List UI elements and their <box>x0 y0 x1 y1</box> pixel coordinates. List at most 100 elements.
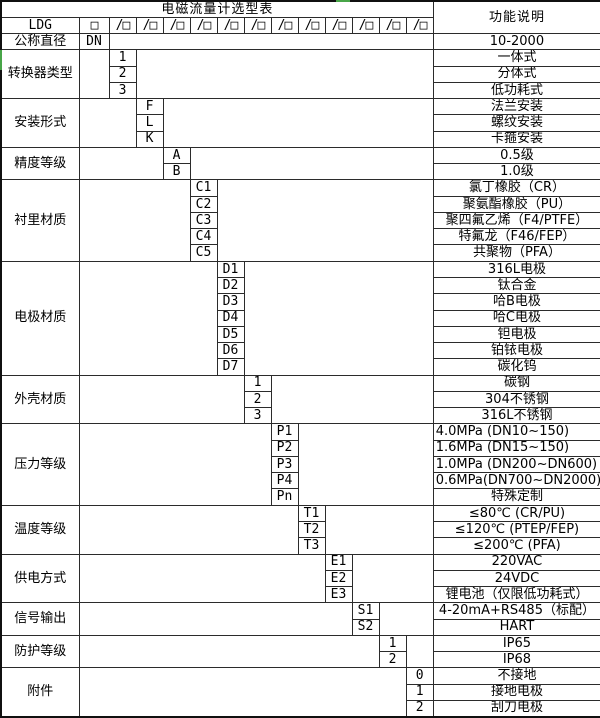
function-cell: 304不锈钢 <box>432 390 600 409</box>
model-slot: /□ <box>108 16 137 35</box>
section-label: 防护等级 <box>0 634 80 669</box>
function-cell: 316L电极 <box>432 260 600 279</box>
diameter-row: 公称直径 DN 10-2000 <box>0 33 600 51</box>
spacer-cell <box>108 33 434 51</box>
function-cell: 分体式 <box>432 65 600 83</box>
code-cell: 1 <box>405 683 434 701</box>
code-cell: 2 <box>378 651 407 669</box>
spacer-cell <box>78 49 110 100</box>
code-cell: P1 <box>270 423 299 441</box>
code-cell: 2 <box>108 65 137 83</box>
model-slot: /□ <box>189 16 218 35</box>
table-row: 2 分体式 <box>1 65 600 83</box>
table-row: 衬里材质 C1 氯丁橡胶（CR） <box>0 179 600 262</box>
spacer-cell <box>270 374 434 425</box>
function-cell: 特氟龙（F46/FEP） <box>432 228 600 246</box>
code-cell: P2 <box>270 439 299 457</box>
function-cell: 特殊定制 <box>432 488 600 506</box>
function-cell: 哈B电极 <box>432 293 600 311</box>
scan-artifact <box>0 50 2 70</box>
spacer-cell <box>78 260 218 376</box>
table-row: T3 ≤200℃ (PFA) <box>1 537 600 555</box>
function-cell: ≤200℃ (PFA) <box>432 537 600 555</box>
function-cell: 一体式 <box>432 49 600 67</box>
table-row: 电极材质 D1 316L电极 <box>0 260 600 376</box>
scan-artifact <box>336 0 350 2</box>
code-cell: S2 <box>351 618 380 636</box>
spacer-cell <box>78 553 326 604</box>
function-cell: 碳钢 <box>432 374 600 392</box>
code-cell: E3 <box>324 586 353 604</box>
function-cell: 接地电极 <box>432 683 600 701</box>
function-cell: 220VAC <box>432 553 600 571</box>
table-row: 供电方式 E1 220VAC <box>0 553 600 604</box>
function-header: 功能说明 <box>432 0 600 35</box>
function-cell: 法兰安装 <box>432 98 600 116</box>
function-cell: 0.5级 <box>432 146 600 165</box>
function-cell: 0.6MPa(DN700~DN2000) <box>432 472 600 490</box>
function-cell: 卡箍安装 <box>432 130 600 148</box>
code-cell: B <box>162 163 191 181</box>
code-cell: D4 <box>216 309 245 327</box>
title-row: 电磁流量计选型表 功能说明 <box>0 0 600 35</box>
code-cell: C3 <box>189 211 218 230</box>
section-label: 信号输出 <box>0 602 80 636</box>
spacer-cell <box>78 374 245 425</box>
function-cell: 低功耗式 <box>432 81 600 100</box>
function-cell: 不接地 <box>432 667 600 685</box>
table-row: C4 特氟龙（F46/FEP） <box>1 228 600 246</box>
function-cell: ≤80℃ (CR/PU) <box>432 504 600 523</box>
code-cell: 1 <box>108 49 137 67</box>
spacer-cell <box>78 667 407 718</box>
section-label: 精度等级 <box>0 146 80 181</box>
code-cell: Pn <box>270 488 299 506</box>
function-cell: 钛合金 <box>432 277 600 295</box>
table-row: 2 304不锈钢 <box>1 390 600 409</box>
spacer-cell <box>324 504 434 555</box>
code-cell: K <box>135 130 164 148</box>
function-cell: 1.0级 <box>432 163 600 181</box>
table-row: 压力等级 P1 4.0MPa (DN10~150) <box>0 423 600 506</box>
spacer-cell <box>78 634 380 669</box>
function-cell: 聚四氟乙烯（F4/PTFE） <box>432 211 600 230</box>
function-cell: 4.0MPa (DN10~150) <box>432 423 600 441</box>
code-cell: A <box>162 146 191 165</box>
section-label: 供电方式 <box>0 553 80 604</box>
table-row: 温度等级 T1 ≤80℃ (CR/PU) <box>0 504 600 555</box>
code-cell: 3 <box>108 81 137 100</box>
table-row: 附件 0 不接地 <box>0 667 600 718</box>
code-cell: D3 <box>216 293 245 311</box>
code-cell: T3 <box>297 537 326 555</box>
table-row: 安装形式 F 法兰安装 <box>0 98 600 148</box>
code-cell: D5 <box>216 325 245 344</box>
spacer-cell <box>351 553 434 604</box>
function-cell: 1.6MPa (DN15~150) <box>432 439 600 457</box>
code-cell: 3 <box>243 407 272 425</box>
spacer-cell <box>405 634 434 669</box>
diameter-code: DN <box>78 33 110 51</box>
model-slot: /□ <box>270 16 299 35</box>
code-cell: P3 <box>270 455 299 474</box>
table-row: 3 316L不锈钢 <box>1 407 600 425</box>
table-row: 转换器类型 1 一体式 <box>0 49 600 100</box>
table-row: 防护等级 1 IP65 <box>0 634 600 669</box>
table-row: 精度等级 A 0.5级 <box>0 146 600 181</box>
function-cell: 碳化钨 <box>432 358 600 376</box>
section-label: 外壳材质 <box>0 374 80 425</box>
spacer-cell <box>78 98 137 148</box>
model-slot-first: □ <box>78 16 110 35</box>
table-row: 3 低功耗式 <box>1 81 600 100</box>
section-label: 衬里材质 <box>0 179 80 262</box>
spacer-cell <box>78 602 353 636</box>
code-cell: 1 <box>378 634 407 653</box>
spacer-cell <box>78 179 191 262</box>
code-cell: D7 <box>216 358 245 376</box>
function-cell: 刮刀电极 <box>432 699 600 718</box>
table-row: 2 IP68 <box>1 651 600 669</box>
code-cell: D1 <box>216 260 245 279</box>
table-row: 信号输出 S1 4-20mA+RS485（标配） <box>0 602 600 636</box>
model-slot: /□ <box>243 16 272 35</box>
spacer-cell <box>189 146 434 181</box>
